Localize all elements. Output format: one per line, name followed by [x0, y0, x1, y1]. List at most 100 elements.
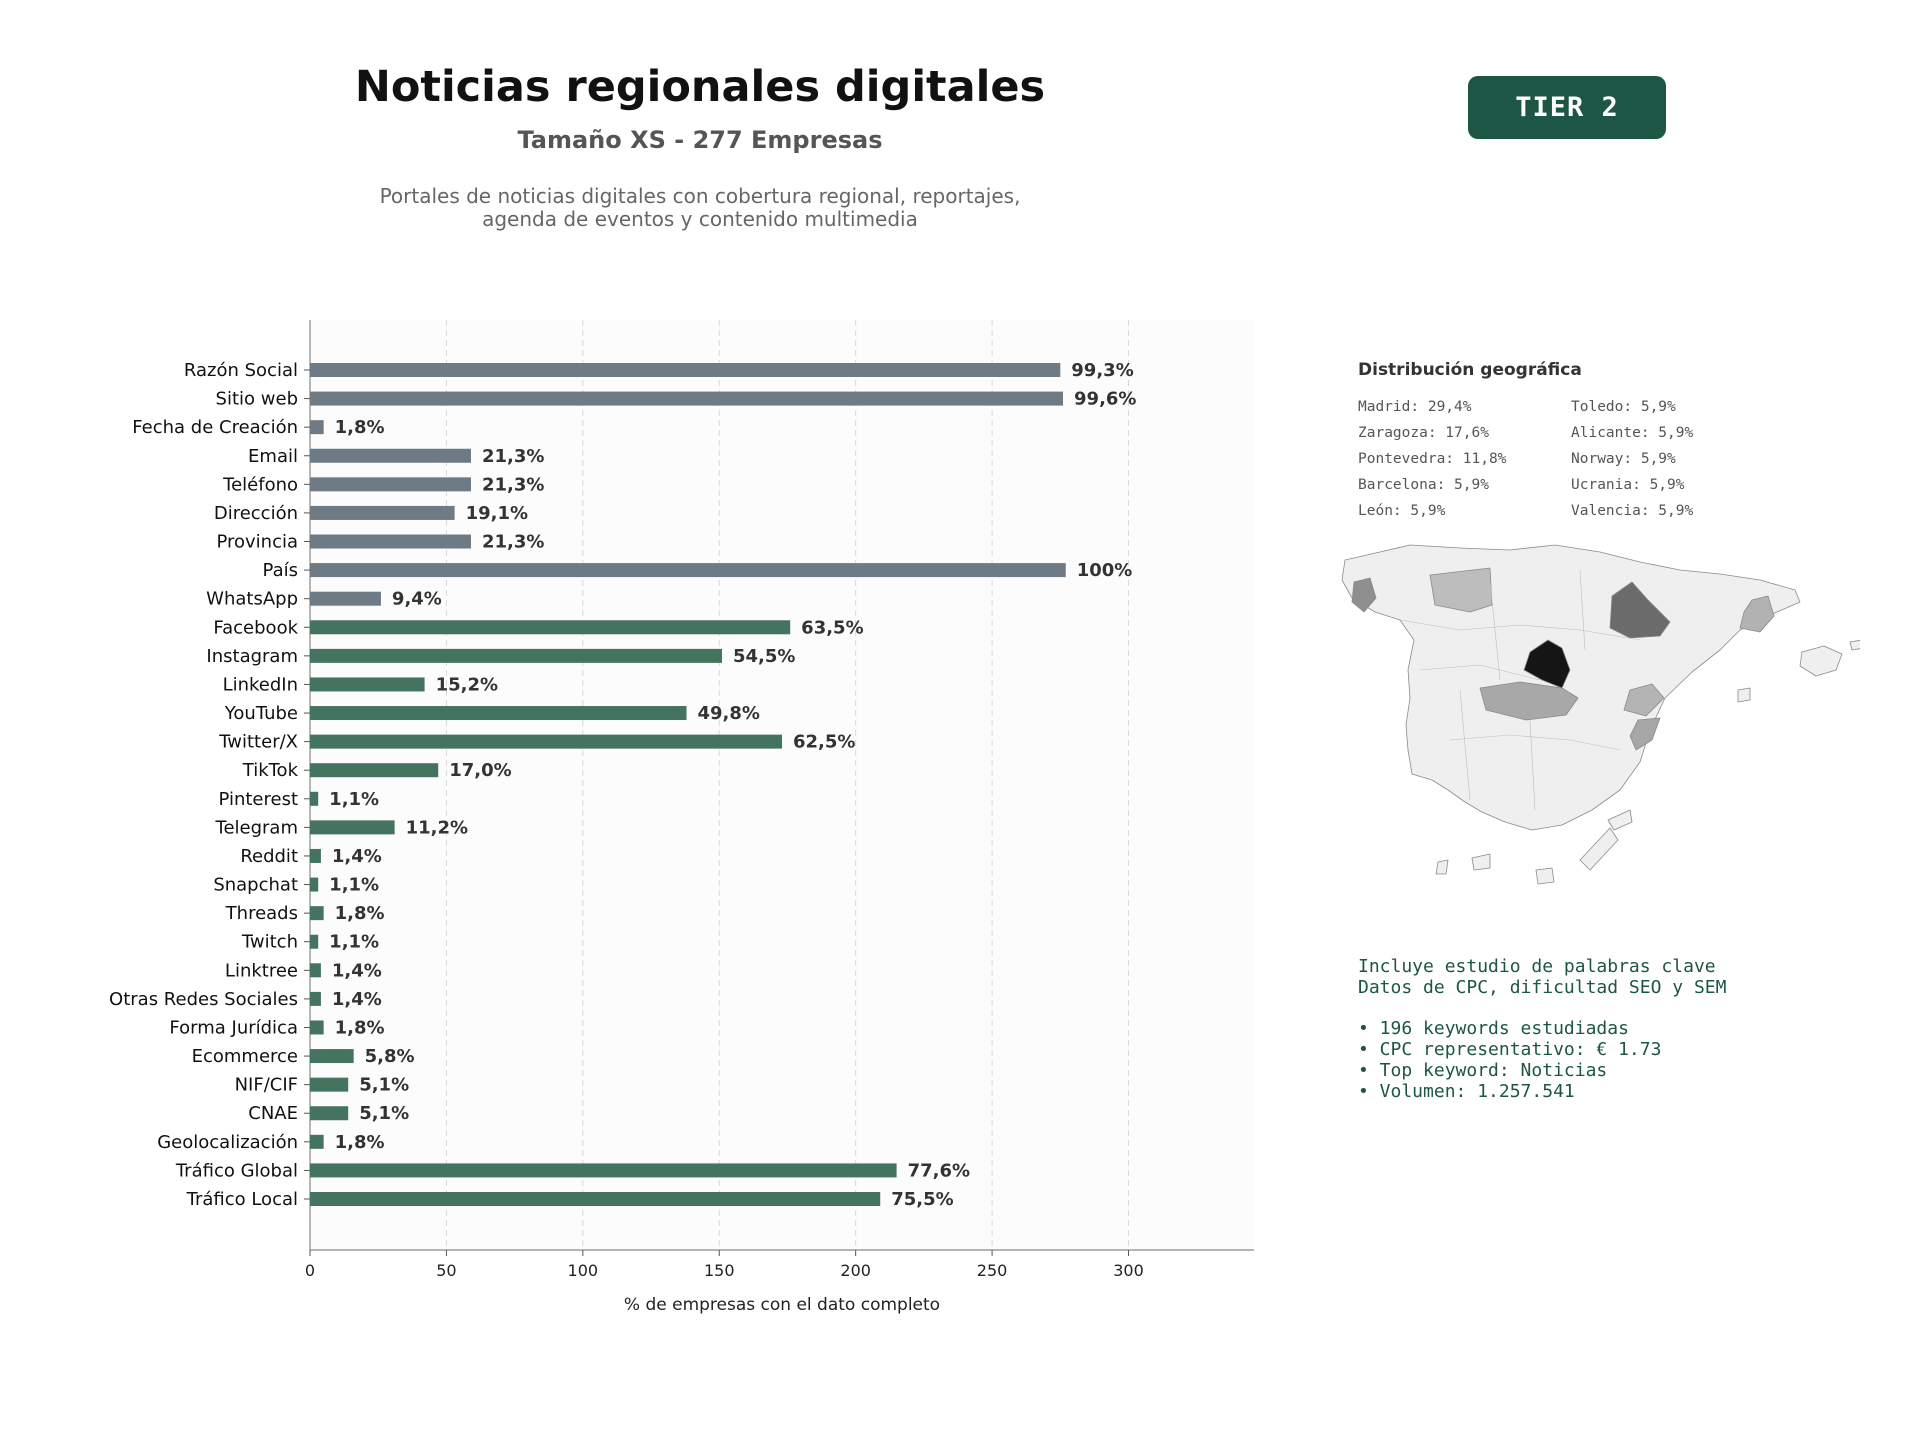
keywords-line-2: Datos de CPC, dificultad SEO y SEM: [1358, 977, 1727, 998]
island-la-palma: [1435, 859, 1449, 875]
geo-item: Norway: 5,9%: [1571, 451, 1676, 467]
bar: [310, 648, 722, 663]
category-label: Geolocalización: [157, 1132, 298, 1153]
bar: [310, 591, 381, 606]
region-valencia: [1623, 683, 1665, 717]
category-label: Linktree: [225, 960, 298, 981]
category-label: Tráfico Local: [186, 1189, 298, 1210]
geo-item: Madrid: 29,4%: [1358, 399, 1472, 415]
spain-choropleth-map: [1341, 544, 1860, 885]
category-label: Forma Jurídica: [169, 1017, 298, 1038]
geo-item: Alicante: 5,9%: [1571, 425, 1694, 441]
x-tick-label: 150: [704, 1261, 735, 1280]
bar: [310, 448, 471, 463]
bar: [310, 934, 319, 949]
bar: [310, 1020, 324, 1035]
data-completeness-bar-chart: 0 50 100 150 200 250 300 % de empresas con el d…: [109, 320, 1254, 1315]
region-alicante: [1629, 717, 1661, 751]
keywords-info: Incluye estudio de palabras clave Datos …: [1358, 956, 1726, 1102]
x-tick-label: 250: [977, 1261, 1008, 1280]
region-pontevedra: [1351, 577, 1377, 613]
geo-item: Pontevedra: 11,8%: [1358, 451, 1507, 467]
data-label: 75,5%: [891, 1189, 953, 1210]
description-line-1: Portales de noticias digitales con cober…: [379, 184, 1021, 208]
x-tick-label: 50: [436, 1261, 456, 1280]
region-madrid: [1523, 639, 1571, 689]
island-tenerife: [1471, 853, 1491, 871]
data-label: 1,1%: [329, 932, 379, 953]
bar: [310, 477, 471, 492]
data-label: 62,5%: [793, 732, 855, 753]
data-label: 17,0%: [449, 760, 511, 781]
category-label: Pinterest: [218, 789, 298, 810]
geo-item: Toledo: 5,9%: [1571, 399, 1676, 415]
geo-item: Ucrania: 5,9%: [1571, 477, 1685, 493]
bar: [310, 1163, 897, 1178]
data-label: 1,8%: [335, 1017, 385, 1038]
data-label: 1,8%: [335, 1132, 385, 1153]
x-tick-label: 0: [305, 1261, 315, 1280]
plot-area: [310, 320, 1254, 1250]
bar: [310, 391, 1064, 406]
keywords-line-1: Incluye estudio de palabras clave: [1358, 956, 1716, 977]
category-label: Instagram: [206, 646, 298, 667]
category-label: Otras Redes Sociales: [109, 989, 298, 1010]
x-tick-label: 300: [1113, 1261, 1144, 1280]
category-label: WhatsApp: [206, 589, 298, 610]
bar: [310, 1077, 349, 1092]
category-label: Dirección: [214, 503, 298, 524]
data-label: 5,1%: [359, 1075, 409, 1096]
bar: [310, 991, 321, 1006]
bar: [310, 620, 791, 635]
province-borders: [1399, 569, 1641, 811]
bar: [310, 906, 324, 921]
island-lanzarote: [1607, 809, 1633, 831]
data-label: 99,3%: [1071, 360, 1133, 381]
bar: [310, 1049, 354, 1064]
data-label: 11,2%: [406, 817, 468, 838]
data-label: 21,3%: [482, 532, 544, 553]
data-label: 49,8%: [698, 703, 760, 724]
geo-distribution-list: Madrid: 29,4% Toledo: 5,9% Zaragoza: 17,…: [1358, 398, 1778, 521]
category-label: Facebook: [213, 617, 298, 638]
island-menorca: [1849, 639, 1860, 651]
bar: [310, 1106, 349, 1121]
category-label: Reddit: [240, 846, 298, 867]
bar: [310, 534, 471, 549]
category-label: Threads: [225, 903, 298, 924]
region-zaragoza: [1609, 581, 1671, 639]
data-label: 99,6%: [1074, 389, 1136, 410]
island-ibiza: [1737, 687, 1751, 703]
category-label: TikTok: [242, 760, 299, 781]
keyword-bullet: • Top keyword: Noticias: [1358, 1060, 1608, 1081]
bar: [310, 763, 439, 778]
category-label: Ecommerce: [192, 1046, 298, 1067]
data-label: 54,5%: [733, 646, 795, 667]
x-tick-label: 100: [568, 1261, 599, 1280]
page-subtitle: Tamaño XS - 277 Empresas: [517, 126, 883, 154]
bar: [310, 734, 782, 749]
category-label: Razón Social: [184, 360, 298, 381]
keyword-bullet: • Volumen: 1.257.541: [1358, 1081, 1575, 1102]
tier-badge: TIER 2: [1468, 76, 1666, 139]
category-label: Sitio web: [216, 389, 298, 410]
island-mallorca: [1799, 645, 1843, 677]
x-axis-label: % de empresas con el dato completo: [624, 1295, 940, 1315]
region-toledo: [1479, 681, 1579, 721]
bar: [310, 505, 455, 520]
category-label: País: [263, 560, 298, 581]
geo-distribution-title: Distribución geográfica: [1358, 360, 1582, 380]
bar: [310, 848, 321, 863]
category-label: Telegram: [215, 817, 298, 838]
geo-item: Zaragoza: 17,6%: [1358, 425, 1489, 441]
bar: [310, 1192, 881, 1206]
geo-item: Valencia: 5,9%: [1571, 503, 1694, 519]
data-label: 5,8%: [365, 1046, 415, 1067]
bar: [310, 791, 319, 806]
data-label: 21,3%: [482, 446, 544, 467]
data-label: 1,8%: [335, 903, 385, 924]
peninsula-outline: [1341, 544, 1801, 831]
category-label: Twitter/X: [218, 732, 298, 753]
bar: [310, 877, 319, 892]
data-label: 1,1%: [329, 789, 379, 810]
